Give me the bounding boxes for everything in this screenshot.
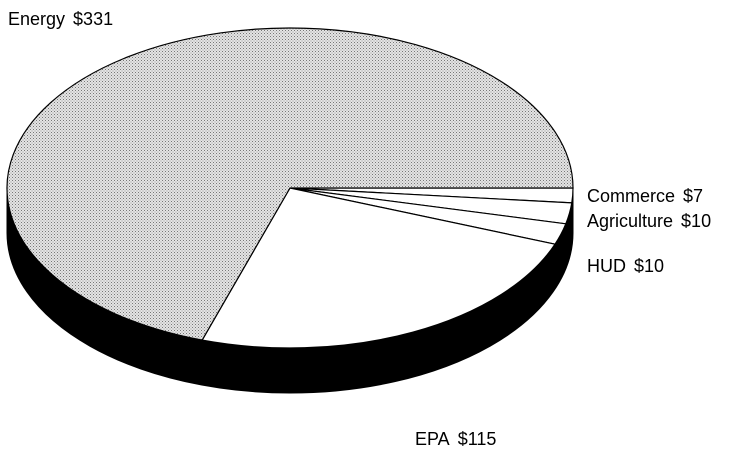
slice-value: $10	[681, 211, 711, 231]
slice-label: EPA $115	[415, 429, 496, 449]
pie-slice	[201, 187, 556, 349]
slice-category: Commerce	[587, 186, 675, 206]
slice-label: Energy $331	[8, 9, 113, 29]
pie-slice	[6, 27, 574, 341]
slice-label: HUD $10	[587, 256, 664, 276]
slice-value: $331	[73, 9, 113, 29]
slice-category: HUD	[587, 256, 626, 276]
slice-label: Agriculture $10	[587, 211, 711, 231]
slice-category: EPA	[415, 429, 450, 449]
slice-category: Agriculture	[587, 211, 673, 231]
slice-label: Commerce $7	[587, 186, 703, 206]
slice-category: Energy	[8, 9, 65, 29]
slice-value: $115	[458, 429, 497, 449]
slice-value: $10	[634, 256, 664, 276]
slice-value: $7	[683, 186, 703, 206]
